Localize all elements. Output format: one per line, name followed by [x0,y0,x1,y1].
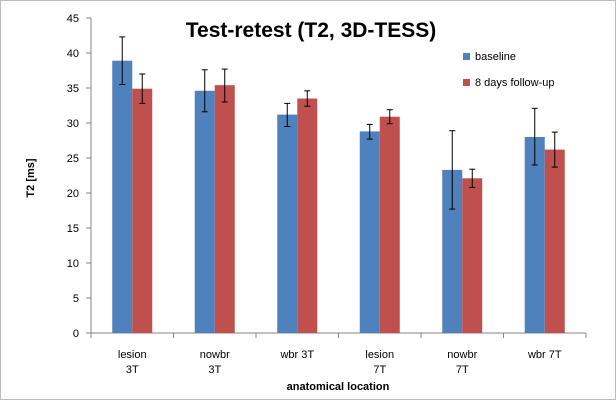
bar-follow-up [297,98,318,333]
legend-label: 8 days follow-up [475,77,555,89]
y-tick-label: 0 [73,328,79,340]
x-tick-label: lesion [118,349,147,361]
y-tick-label: 35 [67,83,79,95]
plot-area: 0 5 10 15 20 25 30 35 40 45 lesion 3T nowbr 3T wbr 3T l… [67,13,587,376]
y-tick-label: 5 [73,293,79,305]
bar-follow-up [132,88,153,333]
bar-baseline [112,60,133,333]
bar-baseline [277,114,298,333]
x-tick-label: lesion [365,349,394,361]
bar-baseline [359,131,380,333]
legend-label: baseline [475,51,516,63]
y-tick-label: 15 [67,223,79,235]
bar-baseline [524,137,545,333]
legend-swatch [463,79,470,86]
x-tick-label: 7T [373,364,386,376]
x-tick-label: 3T [208,364,221,376]
x-tick-label: wbr 3T [279,349,314,361]
x-tick-label: nowbr [447,349,477,361]
bar-follow-up [462,178,483,333]
bar-baseline [194,90,215,333]
x-tick-label: 3T [126,364,139,376]
bar-baseline [442,169,463,333]
bar-follow-up [379,116,400,333]
legend-swatch [463,53,470,60]
y-axis-label: T2 [ms] [25,158,37,197]
y-tick-label: 45 [67,13,79,25]
y-tick-label: 30 [67,118,79,130]
x-tick-label: 7T [456,364,469,376]
bar-follow-up [544,149,565,333]
chart-title: Test-retest (T2, 3D-TESS) [186,19,437,42]
y-tick-label: 10 [67,258,79,270]
y-tick-label: 40 [67,48,79,60]
legend: baseline 8 days follow-up [463,51,555,89]
x-axis-label: anatomical location [287,381,390,393]
x-tick-label: nowbr [200,349,230,361]
x-tick-label: wbr 7T [527,349,562,361]
bar-follow-up [214,85,235,333]
y-tick-label: 20 [67,188,79,200]
y-tick-label: 25 [67,153,79,165]
